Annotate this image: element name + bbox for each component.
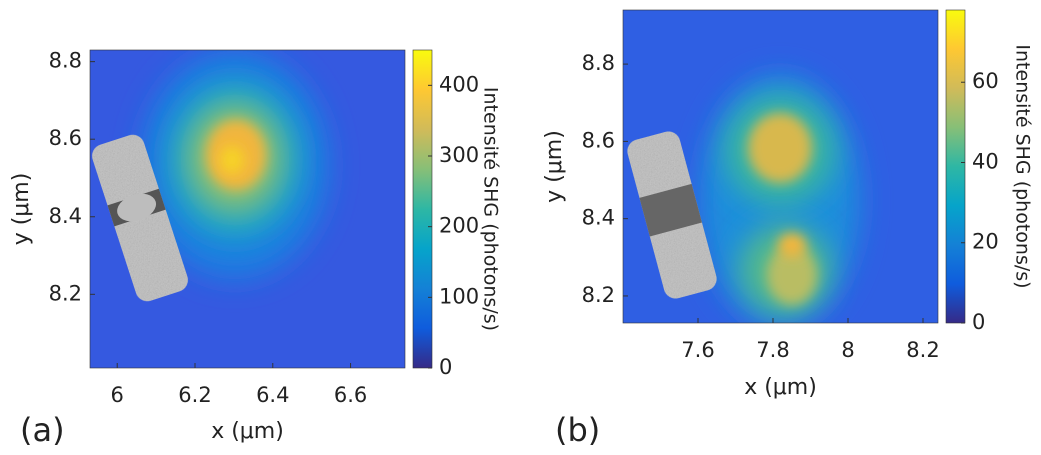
x-axis-label: x (μm) — [211, 419, 284, 444]
colorbar-tick-label: 300 — [439, 143, 479, 167]
nanorod — [627, 131, 717, 299]
plot-frame — [622, 9, 939, 324]
colorbar-tick-label: 0 — [972, 310, 985, 334]
y-tick-label: 8.4 — [582, 206, 615, 230]
x-tick-label: 6.4 — [256, 383, 289, 407]
panel-label: (b) — [555, 411, 600, 449]
y-tick-label: 8.2 — [582, 283, 615, 307]
y-tick-label: 8.4 — [49, 204, 82, 228]
colorbar-label: Intensité SHG (photons/s) — [1012, 44, 1034, 288]
heatmap-image — [90, 50, 405, 368]
x-tick-label: 6 — [111, 383, 124, 407]
plot-frame — [89, 49, 406, 369]
x-tick-label: 8 — [841, 338, 854, 362]
panel-label: (a) — [20, 411, 65, 449]
y-tick-label: 8.2 — [49, 281, 82, 305]
x-tick-label: 7.8 — [756, 338, 789, 362]
colorbar — [945, 9, 966, 324]
x-tick-label: 8.2 — [906, 338, 939, 362]
colorbar-label: Intensité SHG (photons/s) — [480, 87, 502, 331]
colorbar-tick-label: 60 — [972, 69, 999, 93]
x-tick-label: 7.6 — [681, 338, 714, 362]
heatmap-image — [623, 10, 938, 323]
y-axis-label: y (μm) — [542, 130, 567, 203]
y-tick-label: 8.8 — [49, 49, 82, 73]
colorbar — [412, 49, 433, 369]
colorbar-tick-label: 20 — [972, 230, 999, 254]
x-tick-label: 6.6 — [334, 383, 367, 407]
colorbar-tick-label: 400 — [439, 72, 479, 96]
colorbar-tick-label: 40 — [972, 149, 999, 173]
x-axis-label: x (μm) — [744, 375, 817, 400]
y-axis-label: y (μm) — [9, 173, 34, 246]
x-tick-label: 6.2 — [178, 383, 211, 407]
colorbar-tick-label: 200 — [439, 214, 479, 238]
y-tick-label: 8.6 — [49, 126, 82, 150]
nanorod — [92, 134, 188, 302]
colorbar-tick-label: 0 — [439, 355, 452, 379]
y-tick-label: 8.6 — [582, 128, 615, 152]
colorbar-tick-label: 100 — [439, 284, 479, 308]
y-tick-label: 8.8 — [582, 51, 615, 75]
